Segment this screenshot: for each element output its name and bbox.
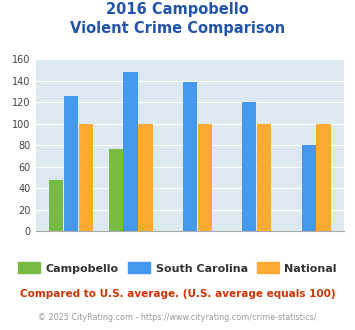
Legend: Campobello, South Carolina, National: Campobello, South Carolina, National <box>13 258 342 278</box>
Bar <box>64 96 78 231</box>
Bar <box>198 124 212 231</box>
Bar <box>138 124 153 231</box>
Bar <box>242 102 256 231</box>
Bar <box>257 124 271 231</box>
Bar <box>183 82 197 231</box>
Text: © 2025 CityRating.com - https://www.cityrating.com/crime-statistics/: © 2025 CityRating.com - https://www.city… <box>38 314 317 322</box>
Text: 2016 Campobello: 2016 Campobello <box>106 2 249 16</box>
Bar <box>124 72 138 231</box>
Bar <box>316 124 331 231</box>
Text: Violent Crime Comparison: Violent Crime Comparison <box>70 21 285 36</box>
Bar <box>49 180 64 231</box>
Text: Compared to U.S. average. (U.S. average equals 100): Compared to U.S. average. (U.S. average … <box>20 289 335 299</box>
Bar <box>79 124 93 231</box>
Bar <box>302 145 316 231</box>
Bar <box>109 149 123 231</box>
